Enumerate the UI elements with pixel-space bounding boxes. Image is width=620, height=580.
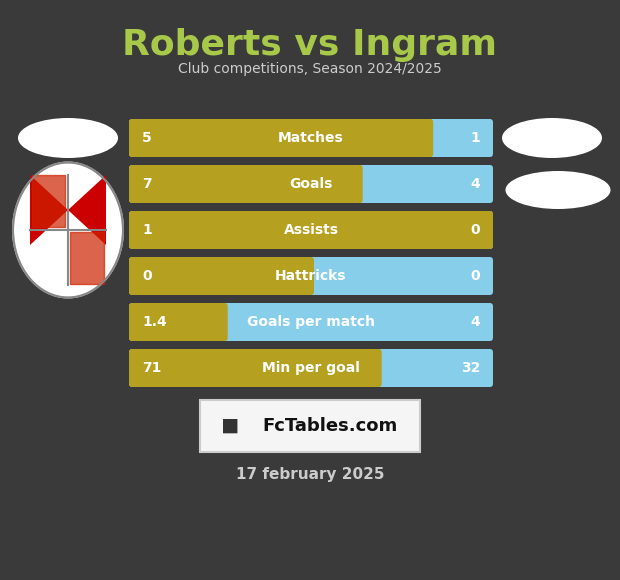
Text: 32: 32: [461, 361, 480, 375]
Text: Hattricks: Hattricks: [275, 269, 347, 283]
FancyBboxPatch shape: [129, 119, 493, 157]
FancyBboxPatch shape: [129, 165, 363, 203]
Text: Min per goal: Min per goal: [262, 361, 360, 375]
Text: Assists: Assists: [283, 223, 339, 237]
Polygon shape: [68, 175, 106, 245]
Text: 1: 1: [470, 131, 480, 145]
Ellipse shape: [18, 118, 118, 158]
Ellipse shape: [505, 171, 611, 209]
FancyBboxPatch shape: [129, 257, 314, 295]
Text: FcTables.com: FcTables.com: [262, 417, 397, 435]
Text: 5: 5: [142, 131, 152, 145]
Text: ◼: ◼: [221, 416, 239, 436]
Text: 1: 1: [142, 223, 152, 237]
Text: 71: 71: [142, 361, 161, 375]
FancyBboxPatch shape: [129, 349, 382, 387]
FancyBboxPatch shape: [129, 303, 228, 341]
Text: 17 february 2025: 17 february 2025: [236, 467, 384, 483]
Text: 7: 7: [142, 177, 152, 191]
FancyBboxPatch shape: [129, 211, 493, 249]
Text: 0: 0: [142, 269, 152, 283]
FancyBboxPatch shape: [129, 349, 493, 387]
FancyBboxPatch shape: [129, 303, 493, 341]
Text: Goals per match: Goals per match: [247, 315, 375, 329]
Text: Roberts vs Ingram: Roberts vs Ingram: [123, 28, 497, 62]
Ellipse shape: [502, 118, 602, 158]
Ellipse shape: [13, 162, 123, 298]
Text: Goals: Goals: [290, 177, 333, 191]
Polygon shape: [30, 175, 68, 245]
Text: 4: 4: [470, 315, 480, 329]
FancyBboxPatch shape: [200, 400, 420, 452]
FancyBboxPatch shape: [129, 211, 493, 249]
Text: Matches: Matches: [278, 131, 344, 145]
Text: 0: 0: [471, 269, 480, 283]
Text: Club competitions, Season 2024/2025: Club competitions, Season 2024/2025: [178, 62, 442, 76]
Text: 4: 4: [470, 177, 480, 191]
FancyBboxPatch shape: [129, 119, 433, 157]
Text: 0: 0: [471, 223, 480, 237]
FancyBboxPatch shape: [129, 257, 493, 295]
Text: 1.4: 1.4: [142, 315, 167, 329]
FancyBboxPatch shape: [129, 165, 493, 203]
